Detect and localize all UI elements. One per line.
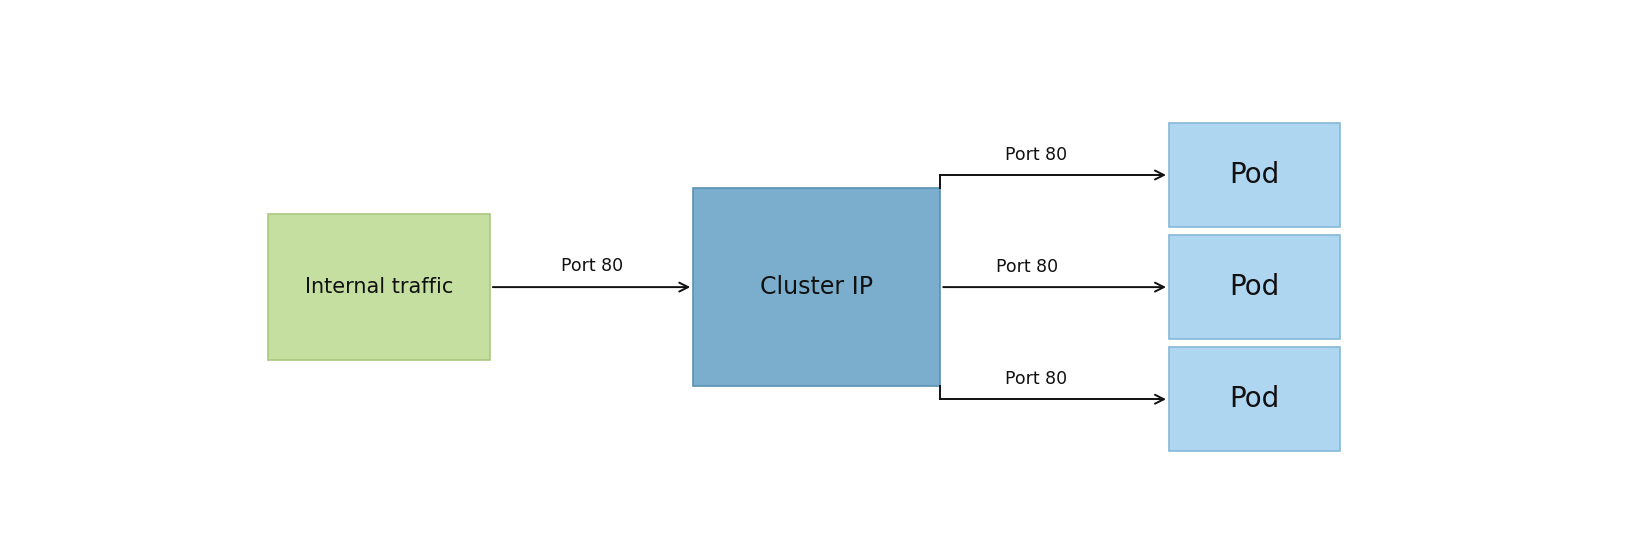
Text: Pod: Pod (1229, 385, 1280, 413)
FancyBboxPatch shape (692, 188, 941, 386)
FancyBboxPatch shape (1169, 235, 1341, 339)
Text: Internal traffic: Internal traffic (304, 277, 453, 297)
Text: Pod: Pod (1229, 161, 1280, 189)
FancyBboxPatch shape (268, 214, 489, 361)
Text: Pod: Pod (1229, 273, 1280, 301)
Text: Port 80: Port 80 (1005, 371, 1067, 389)
Text: Port 80: Port 80 (997, 258, 1058, 276)
Text: Port 80: Port 80 (1005, 146, 1067, 164)
Text: Port 80: Port 80 (560, 257, 622, 275)
FancyBboxPatch shape (1169, 347, 1341, 451)
FancyBboxPatch shape (1169, 123, 1341, 227)
Text: Cluster IP: Cluster IP (760, 275, 873, 299)
